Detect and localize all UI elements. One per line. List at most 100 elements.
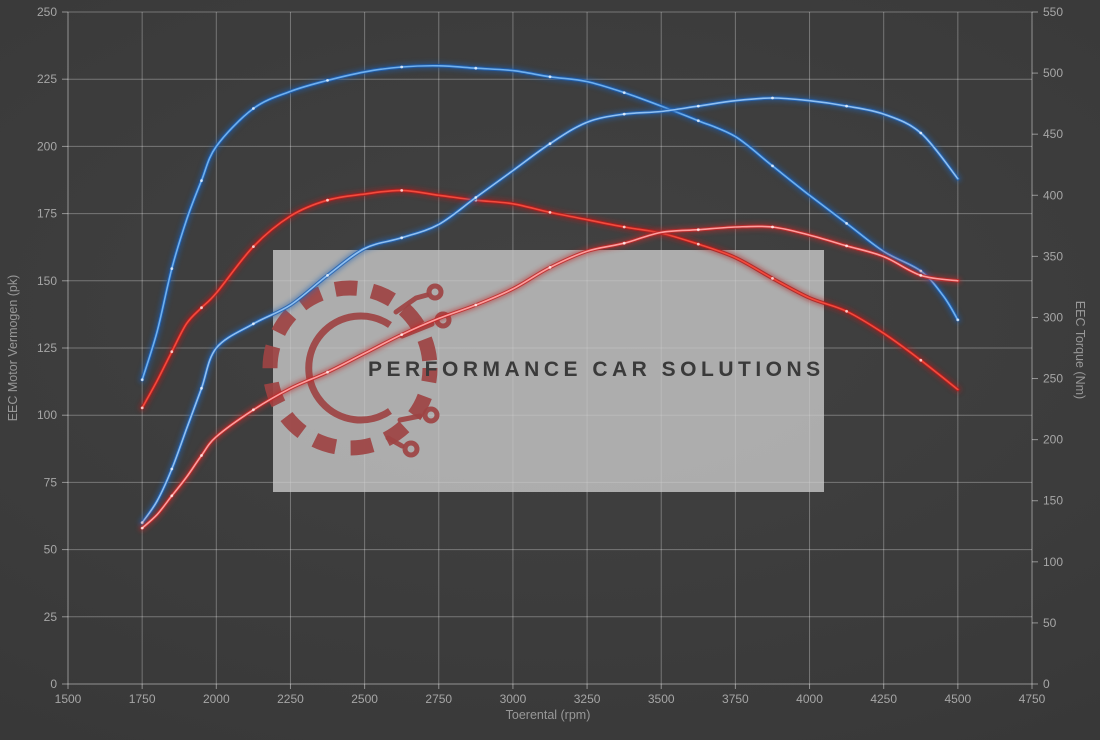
y-left-tick-label: 125 (37, 341, 57, 355)
data-point (326, 370, 329, 374)
y-left-tick-label: 25 (44, 610, 58, 624)
x-tick-label: 2500 (351, 692, 378, 706)
x-tick-label: 2750 (425, 692, 452, 706)
x-axis-title: Toerental (rpm) (506, 708, 591, 722)
y-axis-right-title: EEC Torque (Nm) (1073, 301, 1087, 399)
y-left-tick-label: 200 (37, 139, 57, 153)
data-point (696, 104, 700, 108)
x-tick-label: 3000 (500, 692, 527, 706)
x-tick-label: 4250 (870, 692, 897, 706)
red-power-core (141, 225, 959, 529)
curves (138, 62, 962, 532)
red-power-data-point-markers (140, 225, 923, 530)
y-right-tick-label: 200 (1043, 433, 1063, 447)
data-point (474, 196, 478, 199)
y-left-tick-label: 75 (44, 475, 58, 489)
x-tick-label: 3750 (722, 692, 749, 706)
data-point (326, 274, 329, 277)
blue-torque-data-point-markers (140, 65, 960, 382)
y-left-tick-label: 100 (37, 408, 57, 422)
data-point (200, 386, 203, 390)
y-right-tick-label: 0 (1043, 677, 1050, 691)
data-point (696, 119, 700, 123)
blue-power-core (141, 97, 959, 524)
y-right-tick-label: 350 (1043, 249, 1063, 263)
data-point (919, 274, 923, 277)
data-point (845, 104, 848, 108)
data-point (170, 467, 174, 471)
watermark-brand-text: PERFORMANCE CAR SOLUTIONS (368, 358, 825, 381)
y-left-tick-label: 150 (37, 274, 57, 288)
y-right-tick-label: 300 (1043, 310, 1063, 324)
data-point (140, 406, 144, 410)
data-point (622, 112, 626, 116)
blue-power-data-point-markers (140, 96, 923, 525)
y-left-tick-label: 0 (50, 677, 57, 691)
data-point (326, 198, 329, 202)
data-point (771, 277, 774, 280)
data-point (771, 225, 774, 229)
y-axis-left-title: EEC Motor Vermogen (pk) (6, 275, 20, 422)
y-right-tick-label: 150 (1043, 494, 1063, 508)
data-point (400, 333, 404, 336)
data-point (845, 244, 848, 248)
data-point (252, 245, 255, 249)
data-point (140, 526, 144, 530)
data-point (696, 242, 700, 246)
red-torque-curve (138, 186, 962, 412)
red-power-curve (138, 222, 962, 532)
data-point (771, 96, 774, 100)
y-left-tick-label: 175 (37, 207, 57, 221)
x-tick-label: 2250 (277, 692, 304, 706)
data-point (474, 66, 478, 70)
data-point (622, 241, 626, 245)
data-point (200, 454, 203, 457)
data-point (696, 228, 700, 232)
y-right-tick-label: 450 (1043, 127, 1063, 141)
data-point (252, 107, 255, 110)
y-left-tick-label: 250 (37, 5, 57, 19)
watermark: PERFORMANCE CAR SOLUTIONS (262, 250, 825, 492)
x-tick-label: 4000 (796, 692, 823, 706)
data-point (170, 350, 174, 354)
data-point (919, 358, 923, 362)
y-right-tick-label: 50 (1043, 616, 1057, 630)
data-point (170, 267, 174, 270)
data-point (400, 236, 404, 240)
y-right-tick-label: 250 (1043, 372, 1063, 386)
data-point (200, 179, 203, 183)
data-point (548, 142, 552, 146)
x-tick-label: 1750 (129, 692, 156, 706)
data-point (771, 164, 774, 168)
y-right-tick-label: 550 (1043, 5, 1063, 19)
data-point (845, 309, 848, 313)
data-point (200, 306, 203, 310)
data-point (956, 318, 960, 322)
x-tick-label: 2000 (203, 692, 230, 706)
x-tick-label: 4750 (1019, 692, 1046, 706)
data-point (622, 225, 626, 229)
blue-torque-core (141, 64, 959, 381)
y-left-tick-label: 50 (44, 543, 58, 557)
blue-power-curve (138, 94, 962, 527)
data-point (326, 79, 329, 82)
data-point (548, 75, 552, 79)
data-point (548, 211, 552, 214)
data-point (845, 222, 848, 225)
data-point (170, 494, 174, 498)
y-right-tick-label: 400 (1043, 188, 1063, 202)
data-point (919, 131, 923, 135)
data-point (252, 322, 255, 326)
red-torque-core (141, 189, 959, 409)
blue-torque-curve (138, 62, 962, 384)
x-tick-label: 3500 (648, 692, 675, 706)
y-right-tick-label: 100 (1043, 555, 1063, 569)
y-left-tick-label: 225 (37, 72, 57, 86)
data-point (474, 303, 478, 307)
data-point (622, 91, 626, 94)
data-point (400, 65, 404, 69)
x-tick-label: 4500 (944, 692, 971, 706)
data-point (400, 189, 404, 192)
